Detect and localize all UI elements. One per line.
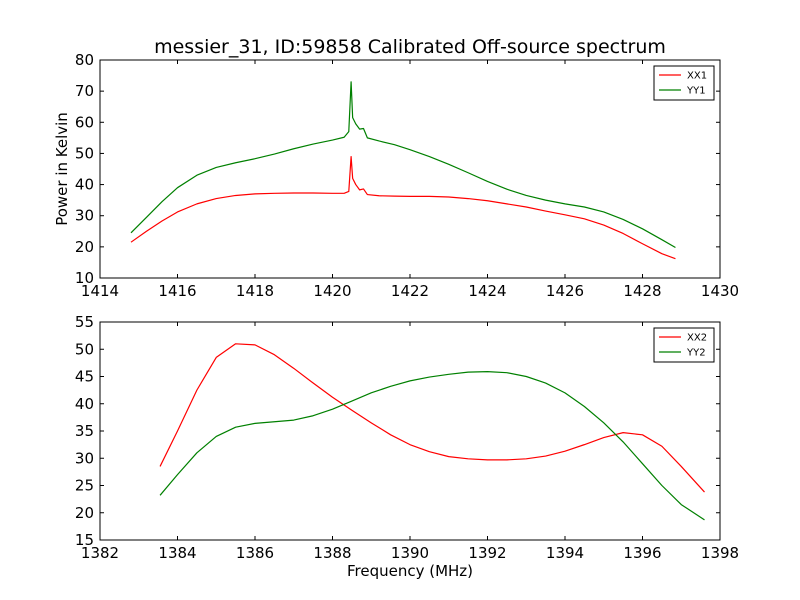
x-tick-label: 1422 bbox=[391, 282, 429, 300]
x-tick-label: 1390 bbox=[391, 544, 429, 562]
x-tick-label: 1394 bbox=[546, 544, 584, 562]
legend-box bbox=[653, 65, 715, 101]
y-tick-label: 25 bbox=[75, 477, 94, 495]
y-tick-label: 40 bbox=[75, 176, 94, 194]
x-tick-label: 1414 bbox=[81, 282, 119, 300]
y-tick-label: 20 bbox=[75, 238, 94, 256]
x-tick-label: 1398 bbox=[701, 544, 739, 562]
x-tick-label: 1418 bbox=[236, 282, 274, 300]
x-axis-label: Frequency (MHz) bbox=[347, 562, 473, 580]
axes-frame bbox=[99, 59, 721, 279]
series-line-yy1 bbox=[130, 81, 676, 249]
legend-box bbox=[653, 327, 715, 363]
y-tick-label: 50 bbox=[75, 340, 94, 358]
x-tick-label: 1386 bbox=[236, 544, 274, 562]
y-tick-label: 80 bbox=[75, 51, 94, 69]
x-tick-label: 1420 bbox=[313, 282, 351, 300]
series-line-xx2 bbox=[159, 343, 705, 493]
x-tick-label: 1424 bbox=[468, 282, 506, 300]
y-tick-label: 45 bbox=[75, 368, 94, 386]
legend-yy2-label: YY2 bbox=[686, 348, 706, 359]
y-tick-label: 10 bbox=[75, 269, 94, 287]
y-tick-label: 55 bbox=[75, 313, 94, 331]
x-tick-label: 1384 bbox=[158, 544, 196, 562]
x-tick-label: 1382 bbox=[81, 544, 119, 562]
x-tick-label: 1392 bbox=[468, 544, 506, 562]
y-axis-label: Power in Kelvin bbox=[53, 112, 71, 226]
x-tick-label: 1426 bbox=[546, 282, 584, 300]
y-tick-label: 60 bbox=[75, 113, 94, 131]
legend-yy1-label: YY1 bbox=[686, 86, 706, 97]
y-tick-label: 15 bbox=[75, 531, 94, 549]
x-tick-label: 1388 bbox=[313, 544, 351, 562]
y-tick-label: 35 bbox=[75, 422, 94, 440]
y-tick-label: 40 bbox=[75, 395, 94, 413]
series-line-yy2 bbox=[159, 371, 705, 521]
bottom-subplot: 1382 1384 1386 1388 1390 1392 1394 1396 1398 15 20… bbox=[75, 313, 739, 580]
y-tick-label: 20 bbox=[75, 504, 94, 522]
y-tick-label: 30 bbox=[75, 449, 94, 467]
x-tick-label: 1416 bbox=[158, 282, 196, 300]
y-tick-label: 50 bbox=[75, 144, 94, 162]
top-subplot: 1414 1416 1418 1420 1422 1424 1426 1428 1430 10 20… bbox=[53, 51, 739, 300]
series-line-xx1 bbox=[130, 155, 676, 260]
legend-xx2-label: XX2 bbox=[687, 333, 707, 344]
axes-frame bbox=[99, 321, 721, 541]
y-tick-label: 30 bbox=[75, 207, 94, 225]
x-tick-label: 1428 bbox=[623, 282, 661, 300]
x-tick-label: 1430 bbox=[701, 282, 739, 300]
y-tick-label: 70 bbox=[75, 82, 94, 100]
legend-xx1-label: XX1 bbox=[687, 71, 707, 82]
chart-title: messier_31, ID:59858 Calibrated Off-sour… bbox=[154, 36, 666, 58]
x-tick-label: 1396 bbox=[623, 544, 661, 562]
